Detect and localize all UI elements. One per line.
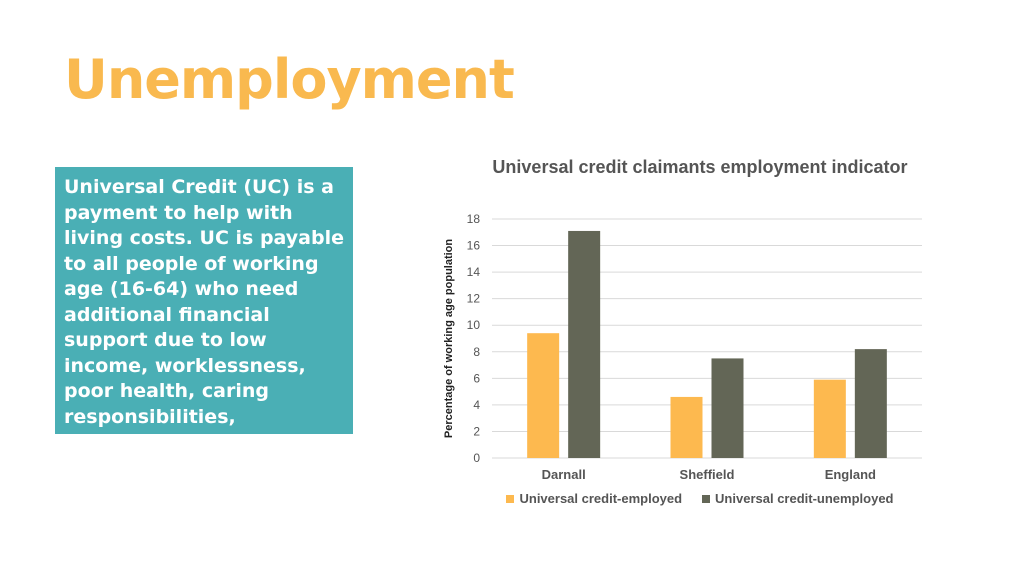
x-tick-label: England [825, 467, 876, 482]
legend-item-unemployed: Universal credit-unemployed [702, 491, 894, 506]
x-tick-label: Sheffield [680, 467, 735, 482]
x-tick-label: Darnall [542, 467, 586, 482]
y-tick-label: 4 [473, 398, 480, 412]
y-tick-label: 16 [467, 239, 481, 253]
info-text: Universal Credit (UC) is a payment to he… [64, 176, 344, 479]
y-tick-label: 18 [467, 212, 481, 226]
y-tick-label: 0 [473, 451, 480, 465]
legend-swatch-employed [506, 494, 515, 503]
bar-employed-sheffield [670, 396, 703, 458]
y-axis-label: Percentage of working age population [443, 239, 455, 439]
legend-label-unemployed: Universal credit-unemployed [715, 491, 894, 506]
bar-employed-england [813, 379, 846, 458]
y-tick-label: 10 [467, 318, 481, 332]
slide-title: Unemployment [64, 48, 515, 111]
chart-legend: Universal credit-employed Universal cred… [490, 491, 910, 506]
chart-title: Universal credit claimants employment in… [492, 157, 908, 177]
info-box: Universal Credit (UC) is a payment to he… [55, 167, 353, 479]
legend-item-employed: Universal credit-employed [506, 491, 682, 506]
y-tick-label: 2 [473, 424, 480, 438]
y-tick-label: 14 [467, 265, 481, 279]
legend-label-employed: Universal credit-employed [519, 491, 683, 506]
bar-unemployed-darnall [568, 230, 601, 458]
bar-unemployed-sheffield [711, 358, 744, 458]
y-tick-label: 6 [473, 371, 480, 385]
bar-unemployed-england [854, 349, 887, 458]
y-tick-label: 12 [467, 292, 481, 306]
legend-swatch-unemployed [702, 494, 711, 503]
y-tick-label: 8 [473, 345, 480, 359]
bar-employed-darnall [527, 333, 560, 458]
